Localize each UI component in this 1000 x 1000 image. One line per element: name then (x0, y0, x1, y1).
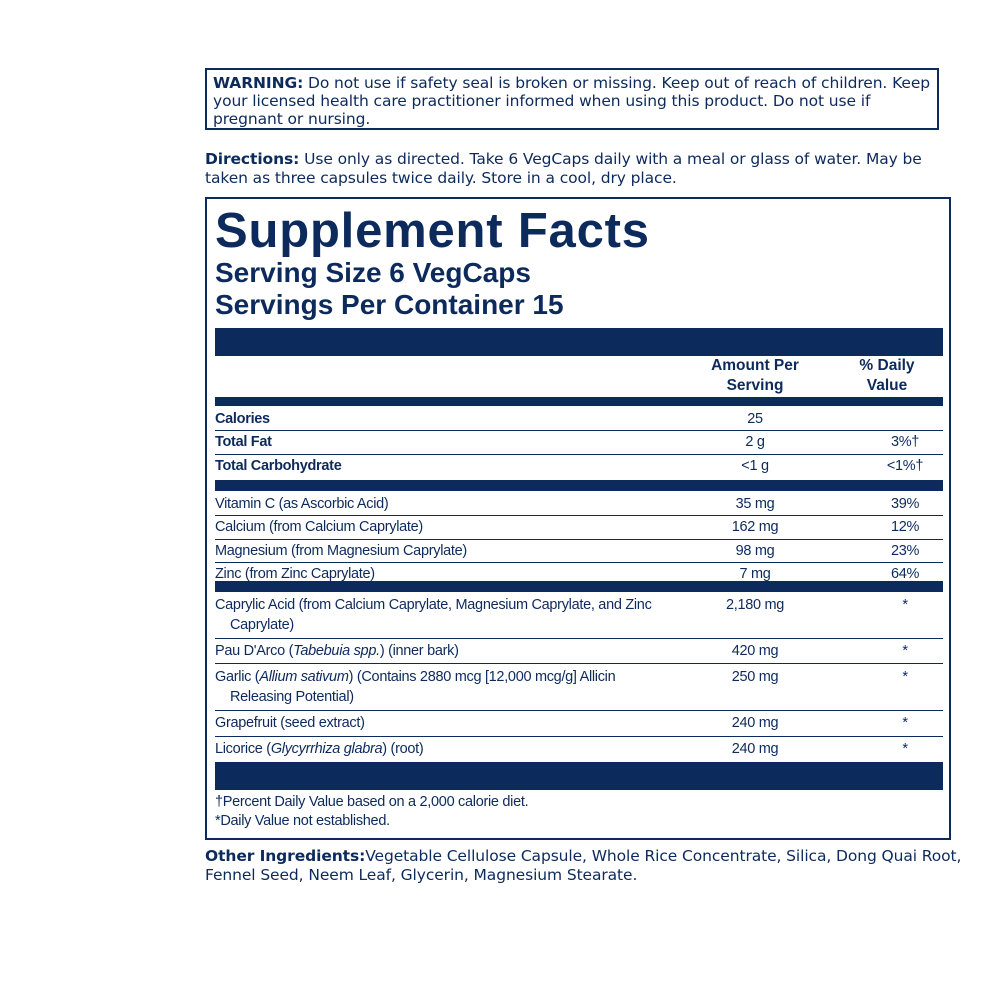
nutrient-name: Calories (215, 411, 270, 427)
nutrient-amount: <1 g (741, 458, 769, 474)
nutrient-amount: 2 g (745, 434, 765, 450)
thick-divider (215, 328, 943, 356)
ingredient-name: Caprylic Acid (from Calcium Caprylate, M… (215, 595, 685, 635)
ingredient-name-line1: Caprylic Acid (from Calcium Caprylate, M… (215, 597, 652, 613)
footnote-dv-not-established: *Daily Value not established. (215, 813, 390, 829)
directions-label: Directions: (205, 150, 300, 168)
ingredient-latin-name: Glycyrrhiza glabra (270, 741, 383, 757)
ingredient-name-part: ) (Contains 2880 mcg [12,000 mcg/g] Alli… (348, 669, 616, 685)
directions: Directions: Use only as directed. Take 6… (205, 150, 955, 188)
ingredient-name-line2: Caprylate) (230, 617, 294, 633)
nutrient-amount: 98 mg (735, 543, 775, 559)
facts-title: Supplement Facts (215, 204, 650, 258)
dv-header-line1: % Daily (859, 357, 915, 374)
thick-divider (215, 762, 943, 790)
nutrient-name: Total Fat (215, 434, 272, 450)
amount-header-line1: Amount Per (711, 357, 799, 374)
ingredient-name: Grapefruit (seed extract) (215, 715, 365, 731)
row-divider (215, 710, 943, 711)
serving-size: Serving Size 6 VegCaps (215, 257, 531, 288)
row-divider (215, 663, 943, 664)
warning-label: WARNING: (213, 74, 304, 92)
amount-column-header: Amount Per Serving (695, 356, 815, 396)
nutrient-dv: 3%† (890, 434, 920, 450)
nutrient-dv: 23% (890, 543, 920, 559)
warning-box: WARNING: Do not use if safety seal is br… (205, 68, 939, 130)
nutrient-name: Zinc (from Zinc Caprylate) (215, 566, 375, 582)
other-ingredients: Other Ingredients:Vegetable Cellulose Ca… (205, 847, 965, 885)
nutrient-amount: 162 mg (731, 519, 779, 535)
nutrient-amount: 25 (747, 411, 763, 427)
warning-text: Do not use if safety seal is broken or m… (213, 74, 930, 128)
row-divider (215, 638, 943, 639)
other-ingredients-label: Other Ingredients: (205, 847, 366, 865)
nutrient-name: Vitamin C (as Ascorbic Acid) (215, 496, 389, 512)
ingredient-name: Garlic (Allium sativum) (Contains 2880 m… (215, 667, 685, 707)
ingredient-dv: * (902, 669, 908, 685)
ingredient-name-part: ) (root) (382, 741, 424, 757)
section-divider (215, 581, 943, 592)
nutrient-dv: 64% (890, 566, 920, 582)
footnote-percent-dv: †Percent Daily Value based on a 2,000 ca… (215, 794, 529, 810)
ingredient-name-part: ) (inner bark) (379, 643, 459, 659)
ingredient-name-line1: Garlic (Allium sativum) (Contains 2880 m… (215, 669, 616, 685)
nutrient-name: Calcium (from Calcium Caprylate) (215, 519, 423, 535)
ingredient-latin-name: Allium sativum (259, 669, 349, 685)
nutrient-dv: 39% (890, 496, 920, 512)
ingredient-dv: * (902, 643, 908, 659)
dv-header-line2: Value (866, 377, 908, 394)
header-divider (215, 397, 943, 406)
supplement-facts-panel: Supplement Facts Serving Size 6 VegCaps … (205, 197, 951, 840)
other-ingredients-text: Vegetable Cellulose Capsule, Whole Rice … (205, 847, 962, 884)
ingredient-name-part: Pau D'Arco ( (215, 643, 294, 659)
ingredient-name-part: Licorice ( (215, 741, 271, 757)
nutrient-dv: <1%† (886, 458, 924, 474)
ingredient-name-line2: Releasing Potential) (230, 689, 354, 705)
row-divider (215, 736, 943, 737)
nutrient-amount: 35 mg (735, 496, 775, 512)
ingredient-dv: * (902, 741, 908, 757)
ingredient-amount: 240 mg (731, 741, 779, 757)
section-divider (215, 480, 943, 491)
ingredient-dv: * (902, 597, 908, 613)
ingredient-amount: 2,180 mg (725, 597, 785, 613)
row-divider (215, 515, 943, 516)
ingredient-name: Licorice (Glycyrrhiza glabra) (root) (215, 739, 685, 759)
ingredient-name-part: Garlic ( (215, 669, 260, 685)
nutrient-name: Total Carbohydrate (215, 458, 342, 474)
row-divider (215, 454, 943, 455)
ingredient-amount: 250 mg (731, 669, 779, 685)
nutrient-amount: 7 mg (739, 566, 771, 582)
amount-header-line2: Serving (726, 377, 784, 394)
directions-text: Use only as directed. Take 6 VegCaps dai… (205, 150, 922, 187)
ingredient-dv: * (902, 715, 908, 731)
row-divider (215, 539, 943, 540)
nutrient-dv: 12% (890, 519, 920, 535)
ingredient-amount: 420 mg (731, 643, 779, 659)
ingredient-latin-name: Tabebuia spp. (293, 643, 380, 659)
ingredient-amount: 240 mg (731, 715, 779, 731)
row-divider (215, 562, 943, 563)
dv-column-header: % Daily Value (837, 356, 937, 396)
row-divider (215, 430, 943, 431)
nutrient-name: Magnesium (from Magnesium Caprylate) (215, 543, 467, 559)
servings-per-container: Servings Per Container 15 (215, 289, 564, 320)
ingredient-name: Pau D'Arco (Tabebuia spp.) (inner bark) (215, 641, 685, 661)
